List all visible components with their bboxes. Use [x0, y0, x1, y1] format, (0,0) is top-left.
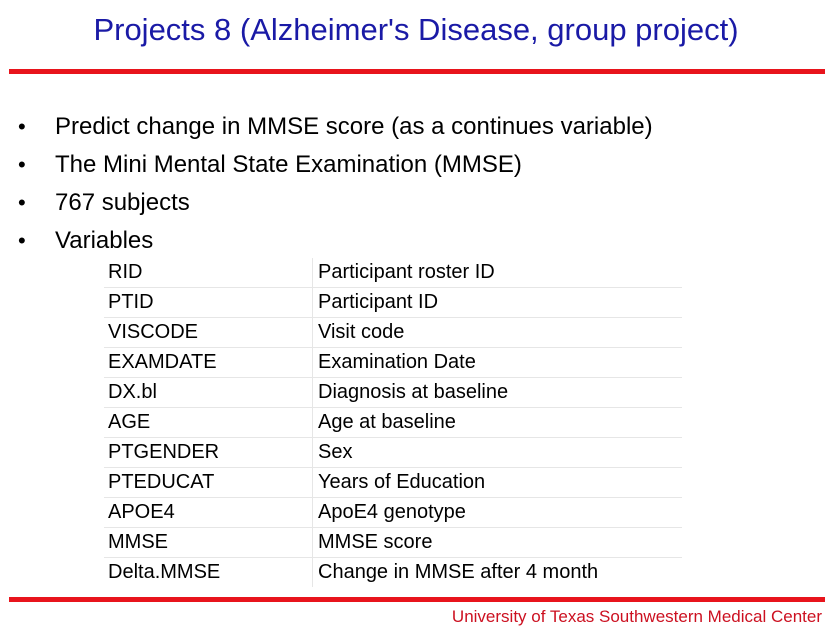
- table-row: APOE4 ApoE4 genotype: [104, 497, 682, 528]
- variable-name-cell: MMSE: [104, 527, 313, 558]
- bullet-text: 767 subjects: [55, 189, 190, 216]
- variable-name-cell: PTEDUCAT: [104, 467, 313, 498]
- bullet-dot-icon: •: [18, 190, 26, 215]
- variable-description-cell: Sex: [312, 437, 682, 468]
- variable-description-cell: ApoE4 genotype: [312, 497, 682, 528]
- variable-name-cell: Delta.MMSE: [104, 557, 313, 587]
- table-row: PTGENDER Sex: [104, 437, 682, 468]
- variable-description-cell: Age at baseline: [312, 407, 682, 438]
- variable-name-cell: RID: [104, 258, 313, 288]
- variable-description-cell: Participant roster ID: [312, 258, 682, 288]
- footer-institution: University of Texas Southwestern Medical…: [451, 607, 822, 626]
- variable-description-cell: Years of Education: [312, 467, 682, 498]
- table-row: VISCODE Visit code: [104, 317, 682, 348]
- variable-name-cell: DX.bl: [104, 377, 313, 408]
- variable-name-cell: EXAMDATE: [104, 347, 313, 378]
- variable-name-cell: AGE: [104, 407, 313, 438]
- variable-description-cell: Examination Date: [312, 347, 682, 378]
- table-row: RID Participant roster ID: [104, 258, 682, 288]
- variable-description-cell: Change in MMSE after 4 month: [318, 561, 599, 583]
- bullet-dot-icon: •: [18, 228, 26, 253]
- variable-description-cell: MMSE score: [312, 527, 682, 558]
- bullet-dot-icon: •: [18, 152, 26, 177]
- table-row: EXAMDATE Examination Date: [104, 347, 682, 378]
- bottom-divider: [9, 597, 825, 602]
- variable-description-cell: Diagnosis at baseline: [312, 377, 682, 408]
- bullet-text: Predict change in MMSE score (as a conti…: [55, 113, 653, 140]
- variable-description-cell: Visit code: [312, 317, 682, 348]
- variable-description-cell: Participant ID: [312, 287, 682, 318]
- variable-name-cell: PTID: [104, 287, 313, 318]
- table-row: DX.bl Diagnosis at baseline: [104, 377, 682, 408]
- variable-name-cell: APOE4: [104, 497, 313, 528]
- top-divider: [9, 69, 825, 74]
- slide-title: Projects 8 (Alzheimer's Disease, group p…: [93, 12, 739, 47]
- table-row: PTEDUCAT Years of Education: [104, 467, 682, 498]
- variable-name-cell: VISCODE: [104, 317, 313, 348]
- bullet-text: The Mini Mental State Examination (MMSE): [55, 151, 522, 178]
- table-row: PTID Participant ID: [104, 287, 682, 318]
- variable-name-cell: PTGENDER: [104, 437, 313, 468]
- table-row: AGE Age at baseline: [104, 407, 682, 438]
- bullet-dot-icon: •: [18, 114, 26, 139]
- table-row: MMSE MMSE score: [104, 527, 682, 558]
- table-row: Delta.MMSE Change in MMSE after 4 month: [104, 557, 682, 587]
- variables-table: RID Participant roster ID PTID Participa…: [104, 258, 682, 587]
- bullet-text: Variables: [55, 227, 154, 254]
